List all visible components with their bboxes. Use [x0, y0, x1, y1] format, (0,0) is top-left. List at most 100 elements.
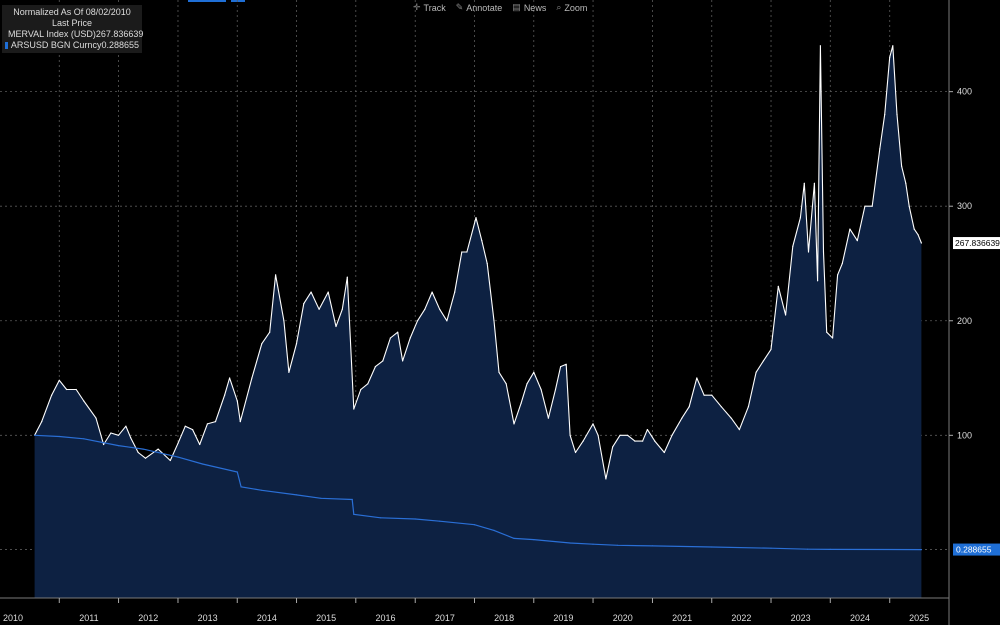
arsusd-point [142, 448, 144, 450]
x-tick-label: 2015 [316, 613, 336, 623]
chart-axes: 100 200 300 400 2010 2011 2012 2013 2014 2015 2016… [0, 0, 972, 625]
merval-point [826, 331, 828, 333]
arsusd-point [569, 542, 571, 544]
x-tick-label: 2014 [257, 613, 277, 623]
magnifier-icon: ⌕ [556, 2, 562, 12]
merval-point [493, 320, 495, 322]
merval-point [466, 251, 468, 253]
merval-point [239, 421, 241, 423]
track-label: Track [423, 2, 446, 13]
merval-point [475, 217, 477, 219]
merval-point [353, 408, 355, 410]
arsusd-point [295, 494, 298, 496]
merval-point [884, 114, 886, 116]
merval-point [913, 228, 915, 230]
arsusd-point [34, 434, 36, 436]
x-tick-label: 2018 [494, 613, 514, 623]
merval-point [711, 394, 713, 396]
merval-point [288, 371, 290, 373]
x-tick-label: 2016 [375, 613, 395, 623]
merval-point [619, 434, 621, 436]
last-value-text-merval: 267.836639 [955, 238, 1000, 248]
merval-point [819, 45, 822, 47]
legend-entry-merval[interactable]: MERVAL Index (USD) 267.836639 [5, 29, 143, 40]
merval-point [251, 377, 253, 379]
x-tick-label: 2023 [791, 613, 811, 623]
arsusd-point [58, 435, 60, 438]
merval-point [755, 371, 757, 373]
x-tick-label: 2025 [909, 613, 929, 623]
arsusd-point [353, 513, 355, 516]
merval-point [125, 425, 127, 427]
y-tick-label: 400 [957, 87, 972, 97]
arsusd-point [920, 549, 923, 551]
track-button[interactable]: ✛ Track [413, 2, 446, 13]
x-tick-label: 2012 [138, 613, 158, 623]
zoom-button[interactable]: ⌕ Zoom [556, 2, 587, 13]
merval-point [807, 251, 810, 253]
merval-point [157, 448, 159, 450]
merval-point [261, 343, 263, 345]
merval-point [236, 400, 238, 402]
arsusd-point [493, 529, 495, 532]
legend-entry-arsusd[interactable]: ARSUSD BGN Curncy 0.288655 [5, 40, 139, 51]
news-label: News [523, 2, 547, 13]
legend-value: 0.288655 [101, 40, 139, 50]
arsusd-line-layer [34, 434, 923, 551]
merval-point [498, 371, 500, 373]
merval-point [402, 360, 404, 362]
merval-point [454, 291, 456, 293]
merval-point [229, 377, 231, 379]
merval-point [341, 308, 343, 310]
legend-header: Normalized As Of 08/02/2010 [13, 7, 131, 17]
legend-subheader: Last Price [51, 18, 93, 28]
y-tick-label: 100 [957, 430, 972, 440]
merval-point [103, 443, 105, 446]
last-value-tag-merval [953, 237, 1000, 250]
legend-label: MERVAL Index (USD) [8, 29, 96, 39]
merval-point [856, 240, 858, 242]
pencil-icon: ✎ [455, 2, 464, 12]
merval-point [130, 437, 132, 439]
merval-point [367, 383, 369, 385]
legend-value: 267.836639 [95, 29, 144, 39]
merval-point [813, 182, 816, 184]
x-tick-label: 2010 [3, 613, 23, 623]
merval-point [849, 228, 851, 230]
merval-point [214, 421, 217, 423]
chart-toolbar: ✛ Track ✎ Annotate ▤ News ⌕ Zoom [413, 2, 587, 13]
merval-point [785, 314, 787, 316]
merval-point [199, 443, 201, 446]
news-button[interactable]: ▤ News [512, 2, 546, 13]
arsusd-point [201, 463, 204, 465]
merval-point [892, 45, 894, 47]
merval-point [397, 331, 399, 333]
y-tick-label: 200 [957, 316, 972, 326]
merval-point [905, 182, 907, 184]
arsusd-point [651, 545, 654, 547]
merval-point [51, 394, 53, 396]
annotate-button[interactable]: ✎ Annotate [456, 2, 503, 13]
merval-point [481, 240, 483, 242]
arsusd-point [379, 517, 382, 519]
arsusd-point [261, 489, 263, 491]
merval-point [654, 440, 656, 442]
merval-point [646, 429, 649, 431]
merval-point [762, 360, 765, 362]
arsusd-point [117, 445, 120, 447]
merval-point [592, 423, 594, 425]
merval-point [574, 451, 577, 454]
merval-point [681, 417, 683, 419]
merval-point [569, 434, 571, 436]
merval-point [597, 434, 599, 436]
merval-point [832, 337, 834, 339]
merval-point [917, 234, 919, 236]
arsusd-point [617, 544, 619, 546]
merval-point [184, 425, 186, 427]
arsusd-point [807, 548, 809, 550]
merval-point [612, 446, 614, 448]
merval-point [747, 406, 750, 408]
merval-point [41, 421, 43, 423]
merval-point [696, 377, 698, 379]
